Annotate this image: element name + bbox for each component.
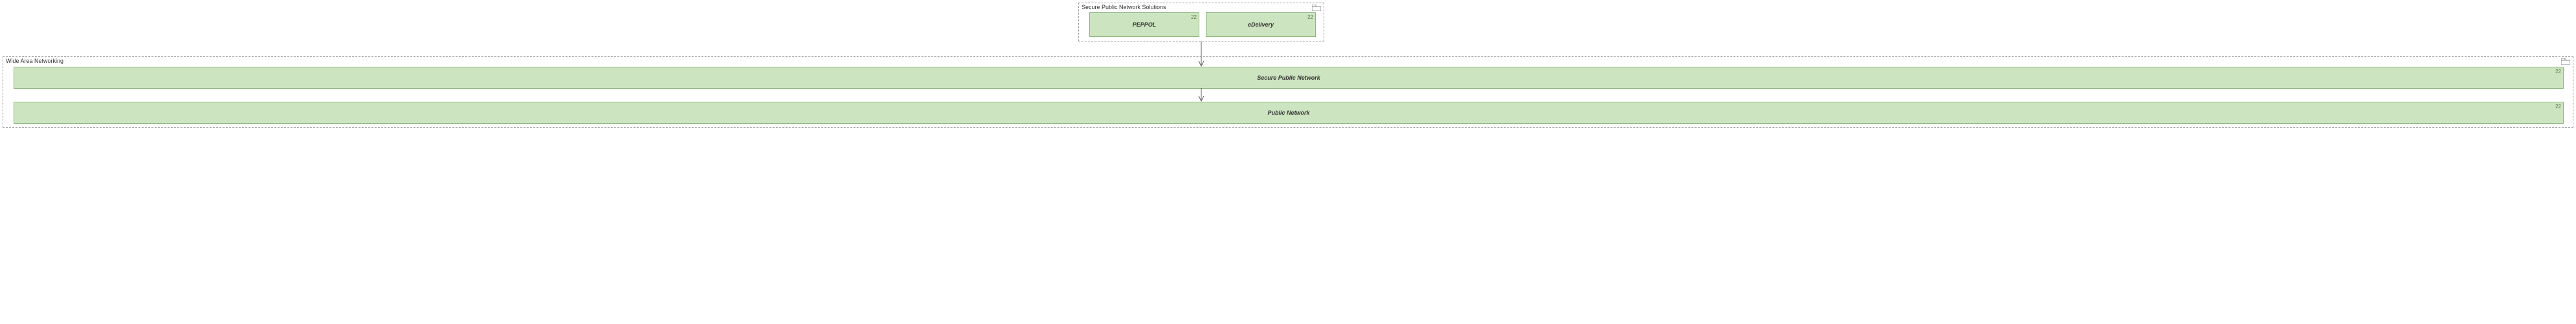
node-secure-public-network[interactable]: 22 Secure Public Network	[14, 67, 2564, 89]
node-marker: 22	[1191, 14, 1197, 20]
package-secure-public-network-solutions: Secure Public Network Solutions 22 PEPPO…	[1078, 3, 1324, 41]
package-wide-area-networking: Wide Area Networking 22 Secure Public Ne…	[3, 56, 2573, 128]
node-label: eDelivery	[1248, 21, 1274, 28]
node-marker: 22	[2555, 104, 2561, 110]
node-label: Public Network	[1267, 110, 1309, 116]
package-title: Wide Area Networking	[5, 58, 65, 64]
folder-icon	[2561, 58, 2570, 65]
node-label: PEPPOL	[1133, 21, 1157, 28]
node-marker: 22	[2555, 69, 2561, 75]
connectors	[0, 0, 2576, 324]
node-peppol[interactable]: 22 PEPPOL	[1089, 12, 1199, 37]
node-label: Secure Public Network	[1257, 75, 1320, 81]
package-title: Secure Public Network Solutions	[1080, 4, 1168, 10]
folder-icon	[1312, 5, 1321, 11]
node-marker: 22	[1307, 14, 1313, 20]
node-edelivery[interactable]: 22 eDelivery	[1206, 12, 1316, 37]
node-public-network[interactable]: 22 Public Network	[14, 102, 2564, 124]
